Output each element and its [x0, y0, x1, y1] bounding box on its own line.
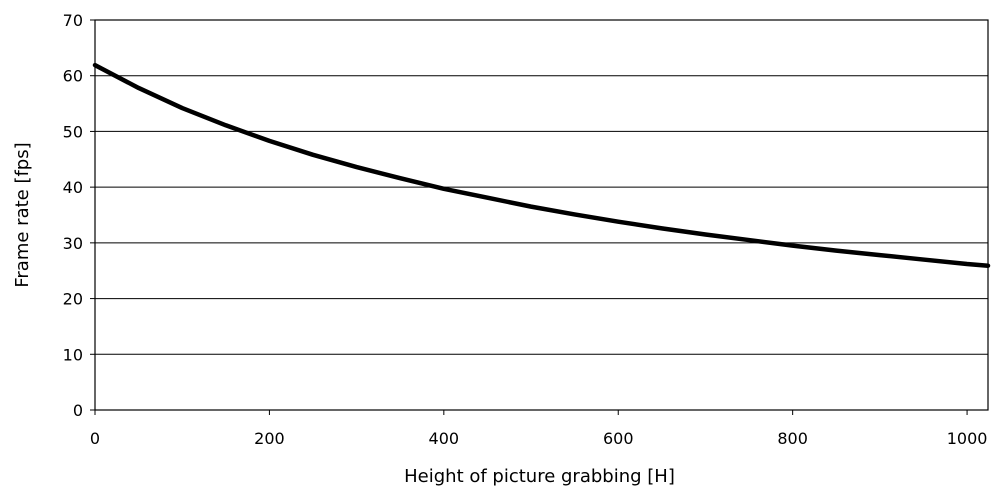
- plot-area: [94, 19, 989, 411]
- x-axis-label: Height of picture grabbing [H]: [404, 466, 675, 487]
- y-tick-label: 10: [63, 345, 83, 364]
- y-tick-label: 0: [73, 401, 83, 420]
- y-tick-label: 50: [63, 122, 83, 141]
- x-axis-ticks: 0 200 400 600 800 1000: [90, 410, 988, 448]
- y-tick-label: 40: [63, 178, 83, 197]
- y-tick-label: 20: [63, 290, 83, 309]
- gridlines: [95, 19, 988, 411]
- y-tick-label: 70: [63, 11, 83, 30]
- series-line: [92, 62, 991, 268]
- x-tick-label: 600: [603, 429, 634, 448]
- x-tick-label: 400: [429, 429, 460, 448]
- x-tick-label: 800: [777, 429, 808, 448]
- y-axis-label: Frame rate [fps]: [12, 142, 33, 287]
- series-group: [92, 62, 991, 268]
- y-axis-ticks: 0 10 20 30 40 50 60 70: [63, 11, 95, 420]
- x-tick-label: 1000: [947, 429, 988, 448]
- y-tick-label: 60: [63, 67, 83, 86]
- y-tick-label: 30: [63, 234, 83, 253]
- x-tick-label: 200: [254, 429, 285, 448]
- x-tick-label: 0: [90, 429, 100, 448]
